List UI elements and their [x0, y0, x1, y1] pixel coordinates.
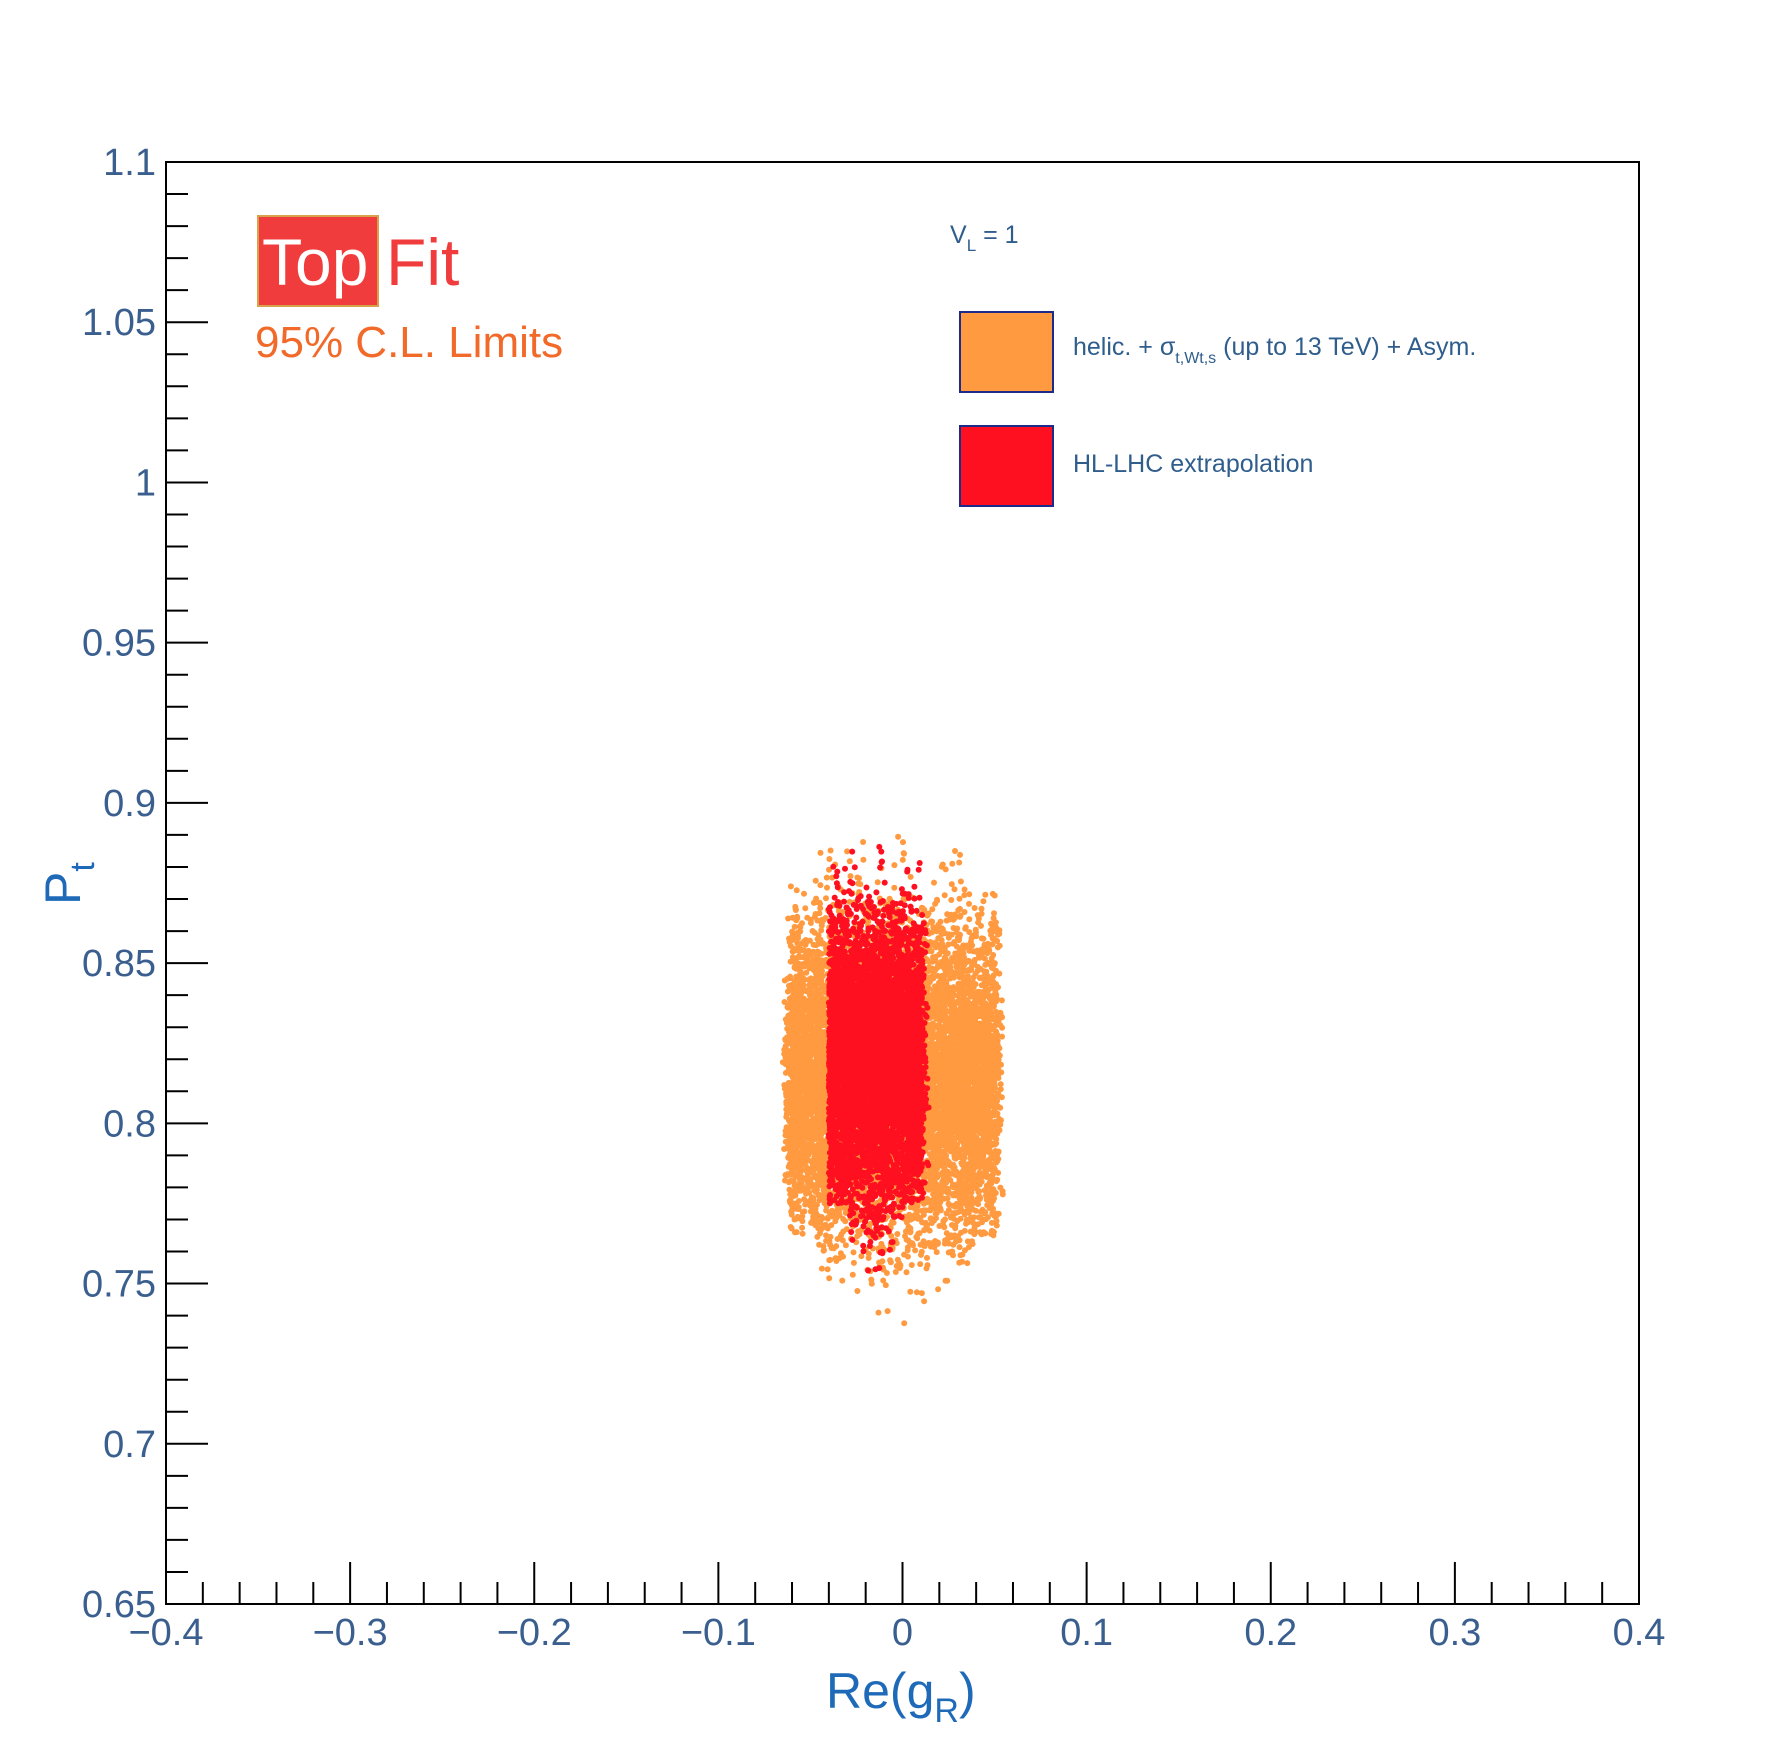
scatter-point	[997, 1081, 1004, 1088]
scatter-point	[817, 849, 824, 856]
scatter-point	[970, 1219, 977, 1226]
scatter-point	[884, 1308, 891, 1315]
scatter-point	[956, 905, 963, 912]
scatter-point	[948, 881, 955, 888]
scatter-point	[914, 1235, 921, 1242]
scatter-point	[826, 856, 833, 862]
scatter-point	[945, 941, 952, 948]
scatter-point	[917, 1261, 924, 1268]
scatter-point	[793, 887, 800, 894]
scatter-point	[971, 905, 978, 911]
scatter-point	[875, 1309, 882, 1316]
scatter-point	[799, 1218, 806, 1225]
scatter-point	[961, 909, 968, 915]
scatter-point	[961, 892, 968, 899]
scatter-point	[998, 1094, 1005, 1101]
scatter-point	[854, 1288, 861, 1294]
scatter-point	[787, 883, 794, 890]
scatter-point	[880, 1277, 887, 1284]
scatter-point	[788, 1225, 795, 1232]
scatter-point	[936, 1223, 943, 1229]
scatter-point	[957, 913, 963, 920]
scatter-point	[921, 1298, 928, 1305]
scatter-point	[966, 891, 973, 898]
scatter-point	[918, 1290, 925, 1297]
scatter-point	[907, 1288, 914, 1295]
scatter-point	[957, 878, 964, 885]
plot-frame	[165, 161, 1640, 1605]
scatter-point	[860, 856, 867, 863]
scatter-point	[823, 895, 829, 902]
scatter-point	[824, 884, 830, 891]
scatter-point	[846, 898, 853, 905]
scatter-point	[994, 944, 1001, 951]
scatter-point	[903, 1269, 910, 1276]
scatter-point	[895, 833, 902, 840]
scatter-point	[860, 839, 867, 845]
scatter-point	[824, 1266, 831, 1273]
scatter-point	[904, 1247, 911, 1254]
scatter-point	[846, 858, 853, 865]
scatter-point	[785, 915, 792, 922]
scatter-point	[801, 890, 807, 897]
scatter-point	[781, 977, 788, 984]
scatter-point	[957, 851, 963, 858]
scatter-point	[783, 1113, 790, 1120]
scatter-point	[907, 873, 914, 880]
scatter-point	[828, 1222, 835, 1229]
scatter-point	[874, 879, 881, 886]
scatter-point	[999, 1191, 1006, 1198]
scatter-point	[988, 1219, 995, 1226]
scatter-point	[901, 1320, 908, 1327]
scatter-point	[931, 879, 937, 886]
scatter-point	[948, 897, 955, 903]
scatter-point	[924, 1262, 931, 1269]
scatter-point	[899, 856, 906, 863]
scatter-point	[978, 922, 984, 929]
scatter-point	[978, 905, 985, 912]
scatter-point	[941, 1224, 948, 1231]
scatter-points	[779, 833, 1006, 1327]
scatter-point	[991, 910, 997, 917]
scatter-point	[839, 1237, 846, 1244]
scatter-point	[883, 1270, 890, 1276]
scatter-point	[951, 886, 958, 893]
scatter-point	[850, 1259, 857, 1266]
scatter-point	[894, 1231, 901, 1237]
scatter-point	[982, 891, 989, 898]
scatter-point	[799, 1224, 806, 1231]
scatter-point	[944, 1277, 951, 1284]
scatter-point	[791, 923, 798, 930]
scatter-point	[942, 1216, 948, 1223]
scatter-point	[891, 884, 898, 891]
scatter-point	[865, 1255, 872, 1261]
scatter-point	[847, 873, 854, 880]
scatter-point	[956, 859, 963, 866]
scatter-point	[966, 900, 972, 907]
scatter-point	[786, 1018, 793, 1024]
scatter-point	[932, 900, 939, 907]
scatter-point	[908, 1262, 915, 1268]
scatter-point	[826, 1275, 833, 1282]
scatter-point	[912, 1247, 919, 1254]
scatter-point	[993, 1218, 1000, 1224]
